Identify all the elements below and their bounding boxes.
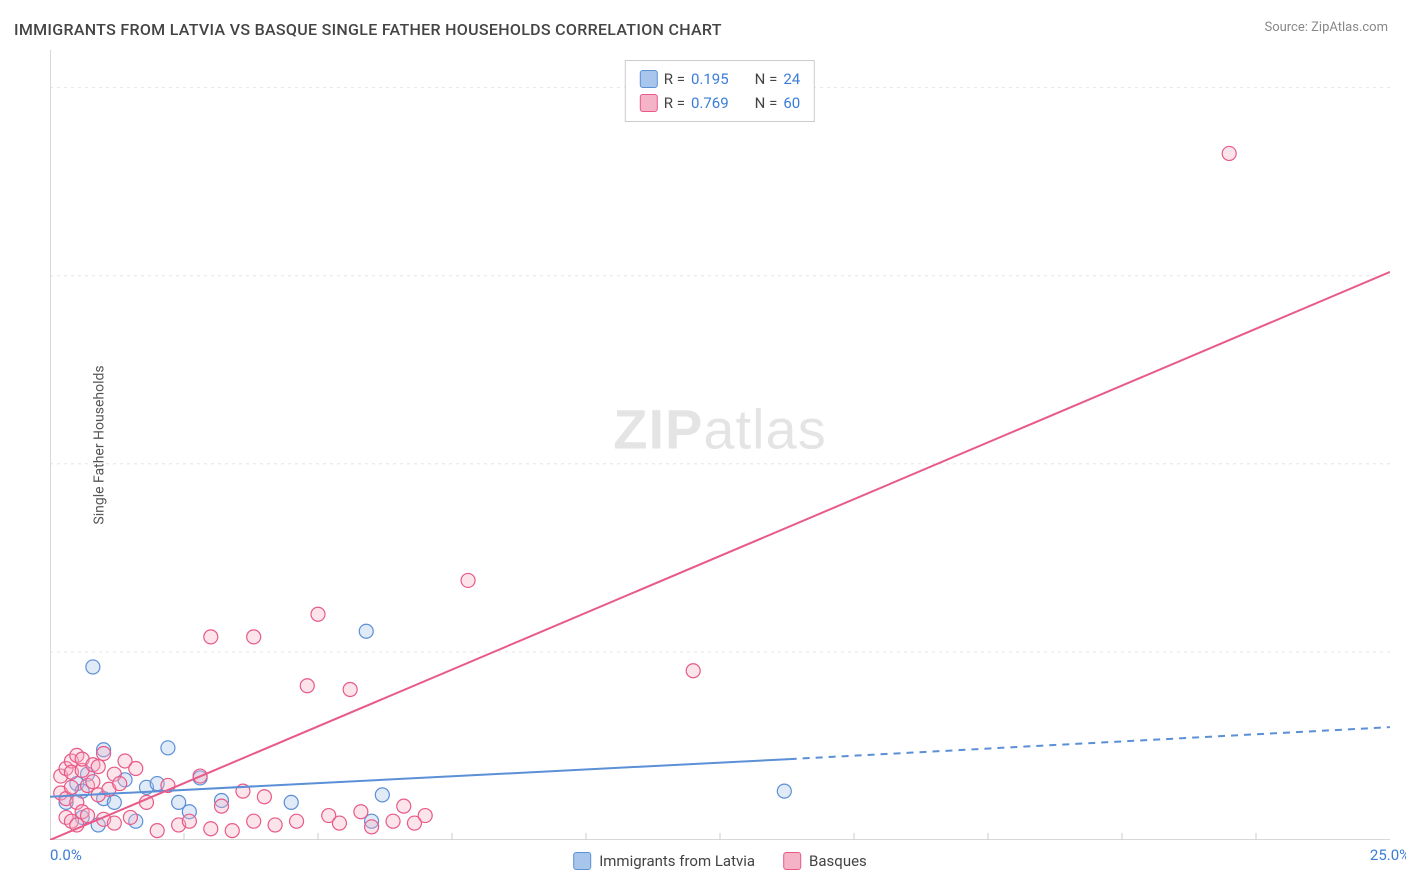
swatch-latvia <box>573 852 591 870</box>
swatch-latvia <box>640 70 658 88</box>
r-value-latvia: 0.195 <box>691 67 729 91</box>
r-label: R = <box>664 67 685 91</box>
legend-row-latvia: R = 0.195 N = 24 <box>640 67 800 91</box>
r-value-basques: 0.769 <box>691 91 729 115</box>
source-label: Source: ZipAtlas.com <box>1264 20 1388 35</box>
r-label: R = <box>664 91 685 115</box>
n-label: N = <box>755 67 778 91</box>
n-value-basques: 60 <box>783 91 800 115</box>
swatch-basques <box>640 94 658 112</box>
n-label: N = <box>755 91 778 115</box>
n-value-latvia: 24 <box>783 67 800 91</box>
legend-item-basques: Basques <box>783 852 867 870</box>
swatch-basques <box>783 852 801 870</box>
chart-area: Single Father Households ZIPatlas R = 0.… <box>50 50 1390 840</box>
legend-label: Basques <box>809 852 867 870</box>
legend-row-basques: R = 0.769 N = 60 <box>640 91 800 115</box>
legend-item-latvia: Immigrants from Latvia <box>573 852 755 870</box>
legend-correlation: R = 0.195 N = 24 R = 0.769 N = 60 <box>625 60 815 122</box>
scatter-plot <box>50 50 1390 840</box>
legend-label: Immigrants from Latvia <box>599 852 755 870</box>
legend-series: Immigrants from Latvia Basques <box>573 852 867 870</box>
x-tick-label: 0.0% <box>50 846 82 864</box>
chart-title: IMMIGRANTS FROM LATVIA VS BASQUE SINGLE … <box>14 20 722 39</box>
x-tick-label: 25.0% <box>1370 846 1406 864</box>
